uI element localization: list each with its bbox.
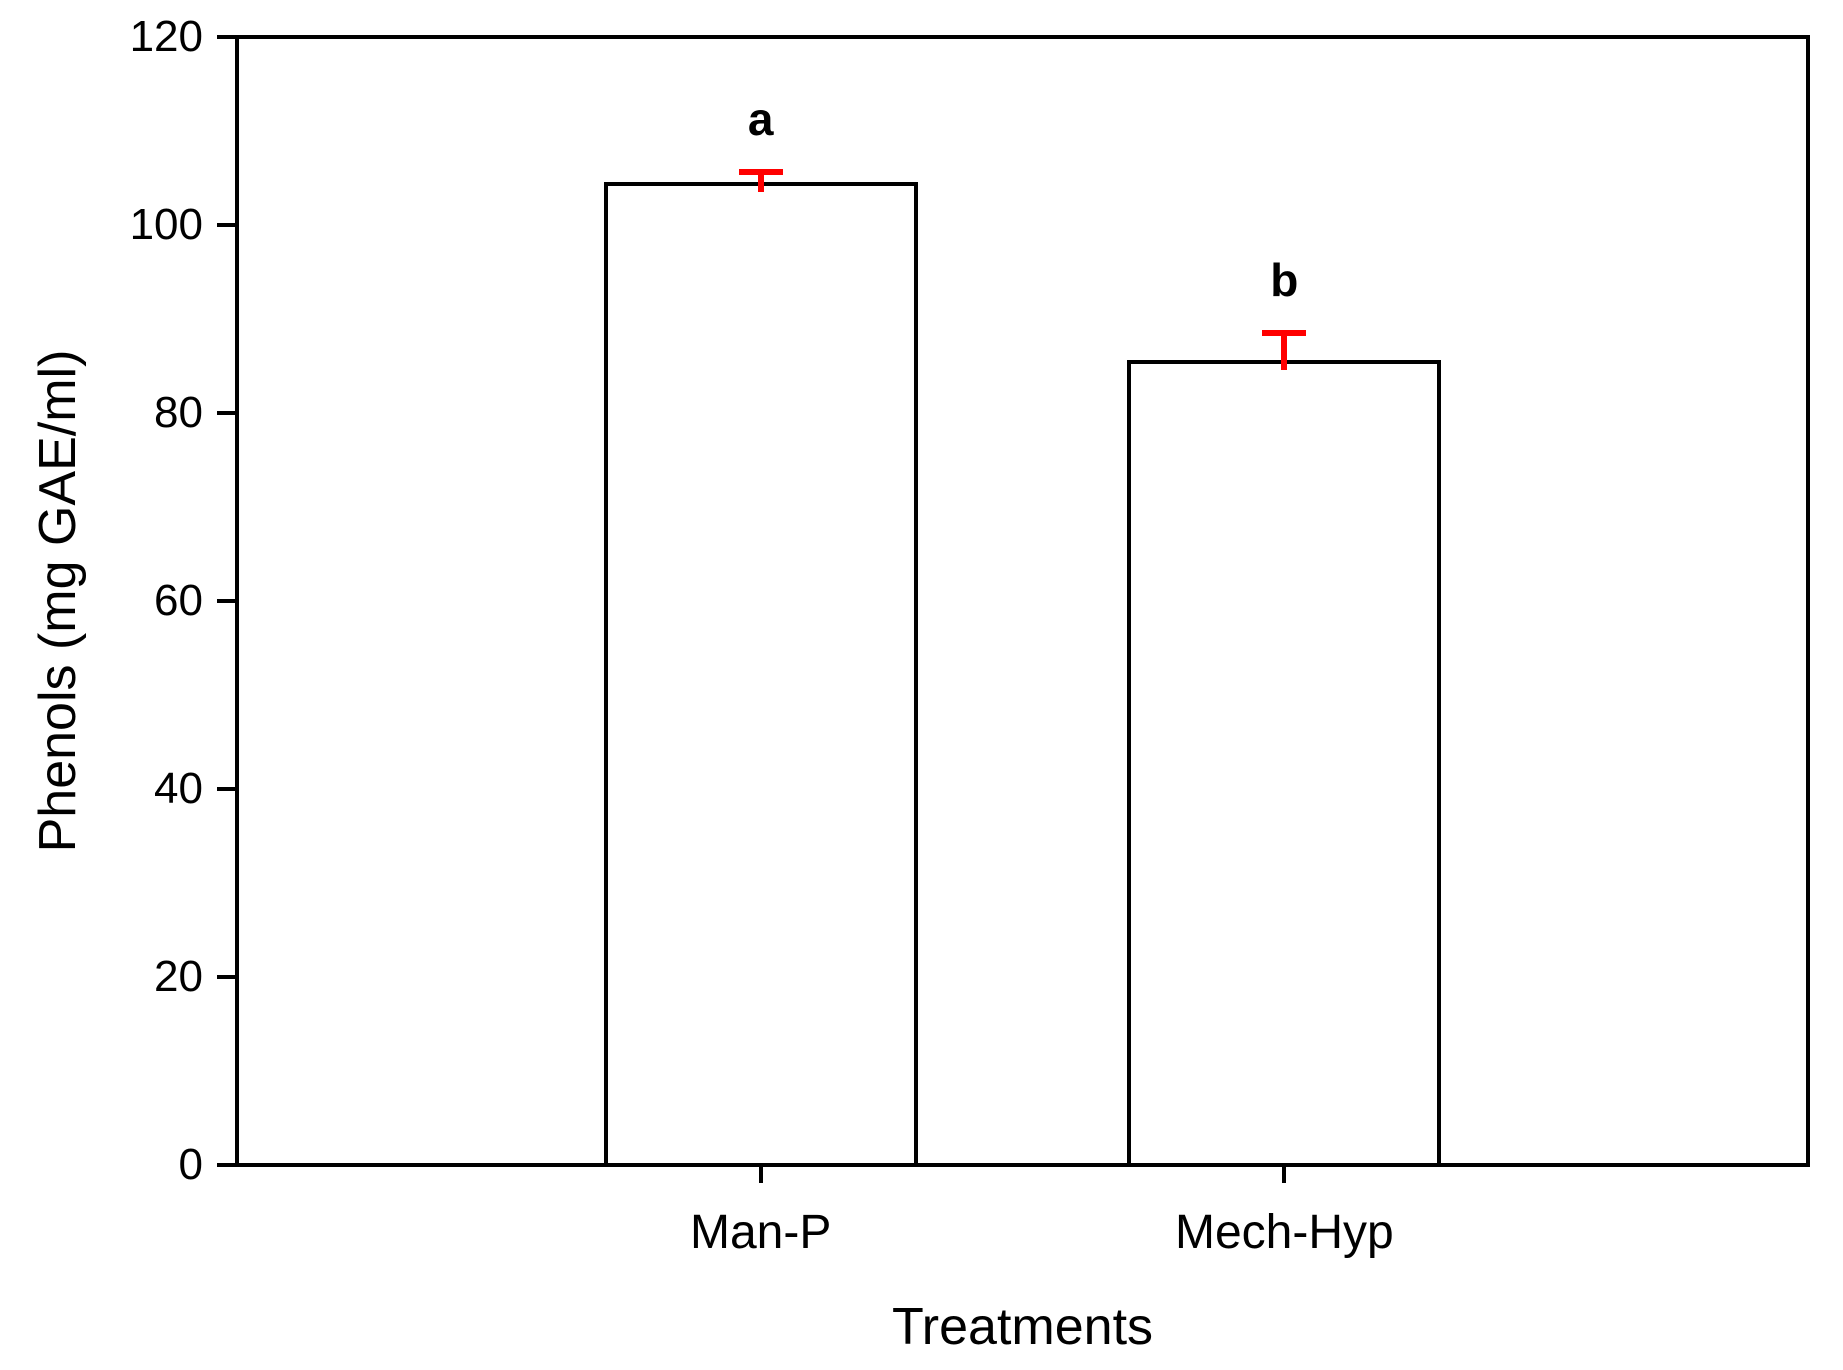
y-axis-tick [217,787,239,791]
y-axis-tick-label: 60 [154,576,203,625]
y-axis-tick [217,975,239,979]
y-axis-tick-label: 120 [129,12,203,61]
error-bar-stem [757,168,764,192]
y-axis-title: Phenols (mg GAE/ml) [29,349,87,853]
x-axis-title: Treatments [891,1298,1154,1356]
y-axis-tick-label: 0 [178,1140,203,1189]
significance-letter: b [1270,254,1299,307]
error-bar-cap [1262,330,1307,337]
y-axis-tick-label: 100 [129,200,203,249]
y-axis-tick-label: 40 [154,764,203,813]
x-axis-tick [1282,1165,1287,1183]
plot-area [235,35,1810,1167]
bar-mech-hyp [1127,360,1442,1167]
y-axis-tick [217,411,239,415]
y-axis-tick-label: 20 [154,952,203,1001]
x-category-label: Mech-Hyp [1174,1206,1394,1259]
y-axis-tick-label: 80 [154,388,203,437]
y-axis-tick [217,35,239,39]
error-bar-cap [738,168,783,175]
x-axis-tick [758,1165,763,1183]
bar-man-p [603,181,918,1167]
y-axis-tick [217,1163,239,1167]
error-bar-stem [1281,330,1288,371]
y-axis-tick [217,599,239,603]
significance-letter: a [747,92,774,145]
y-axis-tick [217,223,239,227]
x-category-label: Man-P [689,1206,832,1259]
